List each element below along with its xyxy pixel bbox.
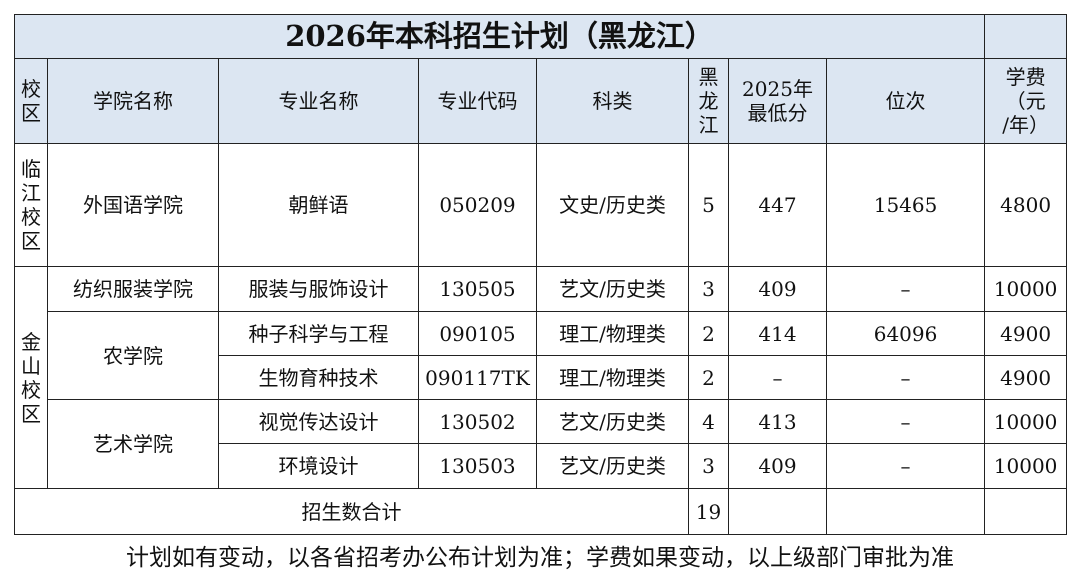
campus: 金山校区 bbox=[14, 266, 48, 489]
college: 农学院 bbox=[47, 311, 219, 400]
rank: 15465 bbox=[825, 143, 986, 267]
code: 090117TK bbox=[418, 355, 537, 400]
quota: 3 bbox=[688, 443, 729, 489]
table-row: 临江校区 外国语学院 朝鲜语 050209 文史/历史类 5 447 15465 4800 bbox=[14, 143, 1068, 267]
rank: – bbox=[825, 266, 986, 312]
min-score: 447 bbox=[728, 143, 827, 267]
fee: 4900 bbox=[984, 355, 1068, 400]
quota: 2 bbox=[688, 355, 729, 400]
table-row: 金山校区 纺织服装学院 服装与服饰设计 130505 艺文/历史类 3 409–10000 bbox=[14, 266, 1068, 489]
college: 纺织服装学院 bbox=[47, 266, 219, 312]
empty-cell bbox=[825, 488, 986, 535]
empty-cell bbox=[984, 488, 1068, 535]
fee: 4900 bbox=[984, 311, 1068, 356]
header-line: 校 bbox=[21, 77, 41, 101]
major: 朝鲜语 bbox=[218, 143, 419, 267]
header-cell: 校区 bbox=[14, 58, 48, 144]
min-score: 409 bbox=[728, 266, 827, 312]
header-line: 2025年 bbox=[742, 77, 813, 101]
category: 艺文/历史类 bbox=[536, 266, 689, 312]
title: 2026年本科招生计划（黑龙江） bbox=[13, 14, 986, 59]
category: 理工/物理类 bbox=[536, 355, 689, 400]
campus: 临江校区 bbox=[14, 143, 48, 267]
quota: 5 bbox=[688, 143, 729, 267]
min-score: 414 bbox=[728, 311, 827, 356]
major: 种子科学与工程 bbox=[218, 311, 419, 356]
table-row: 校区学院名称 专业名称 专业代码 科类黑龙江 2025年 最低分 位次 学费 （元/年） bbox=[14, 58, 1068, 144]
quota: 4 bbox=[688, 399, 729, 444]
fee: 10000 bbox=[984, 266, 1068, 312]
code: 130503 bbox=[418, 443, 537, 489]
major: 环境设计 bbox=[218, 443, 419, 489]
table-row: 2026年本科招生计划（黑龙江） bbox=[13, 14, 1068, 59]
code: 090105 bbox=[418, 311, 537, 356]
code: 050209 bbox=[418, 143, 537, 267]
admission-table: 2026年本科招生计划（黑龙江）校区学院名称 专业名称 专业代码 科类黑龙江 2025年… bbox=[13, 14, 1068, 535]
min-score: 413 bbox=[728, 399, 827, 444]
major: 视觉传达设计 bbox=[218, 399, 419, 444]
major: 服装与服饰设计 bbox=[218, 266, 419, 312]
table-row: 招生数合计 19 bbox=[14, 488, 1068, 535]
category: 艺文/历史类 bbox=[536, 399, 689, 444]
fee: 10000 bbox=[984, 399, 1068, 444]
header-line: 学费 bbox=[1005, 65, 1046, 89]
table-body: 2026年本科招生计划（黑龙江）校区学院名称 专业名称 专业代码 科类黑龙江 2025年… bbox=[13, 14, 1068, 535]
header-line: （元 bbox=[1005, 89, 1046, 113]
footnote: 计划如有变动，以各省招考办公布计划为准；学费如果变动，以上级部门审批为准 bbox=[126, 545, 954, 571]
header-line: 最低分 bbox=[747, 101, 808, 125]
header-cell: 专业名称 bbox=[218, 58, 419, 144]
rank: – bbox=[825, 355, 986, 400]
total-quota: 19 bbox=[688, 488, 729, 535]
code: 130505 bbox=[418, 266, 537, 312]
rank: 64096 bbox=[825, 311, 986, 356]
header-cell: 专业代码 bbox=[418, 58, 537, 144]
quota: 3 bbox=[688, 266, 729, 312]
fee: 10000 bbox=[984, 443, 1068, 489]
header-line: 区 bbox=[21, 101, 41, 125]
college: 艺术学院 bbox=[47, 399, 219, 489]
quota: 2 bbox=[688, 311, 729, 356]
category: 艺文/历史类 bbox=[536, 443, 689, 489]
header-cell: 学费 （元/年） bbox=[984, 58, 1068, 144]
total-label: 招生数合计 bbox=[14, 488, 689, 535]
header-cell: 2025年 最低分 bbox=[728, 58, 827, 144]
header-cell: 学院名称 bbox=[47, 58, 219, 144]
header-line: 龙 bbox=[698, 89, 719, 113]
table-row: 农学院 种子科学与工程 090105 理工/物理类 2 414 64096 4900 bbox=[15, 311, 1068, 400]
empty-cell bbox=[728, 488, 827, 535]
header-cell: 科类 bbox=[536, 58, 689, 144]
header-cell: 黑龙江 bbox=[688, 58, 729, 144]
header-cell: 位次 bbox=[825, 58, 986, 144]
header-line: 黑 bbox=[698, 65, 719, 89]
table-row: 艺术学院 视觉传达设计 130502 艺文/历史类 4 413–10000 bbox=[15, 399, 1068, 489]
fee: 4800 bbox=[984, 143, 1068, 267]
min-score: – bbox=[728, 355, 827, 400]
major: 生物育种技术 bbox=[218, 355, 419, 400]
header-line: /年） bbox=[1002, 113, 1049, 137]
rank: – bbox=[825, 443, 986, 489]
header-line: 江 bbox=[698, 113, 719, 137]
empty-cell bbox=[984, 14, 1068, 59]
code: 130502 bbox=[418, 399, 537, 444]
category: 文史/历史类 bbox=[536, 143, 689, 267]
category: 理工/物理类 bbox=[536, 311, 689, 356]
rank: – bbox=[825, 399, 986, 444]
college: 外国语学院 bbox=[47, 143, 219, 267]
min-score: 409 bbox=[728, 443, 827, 489]
